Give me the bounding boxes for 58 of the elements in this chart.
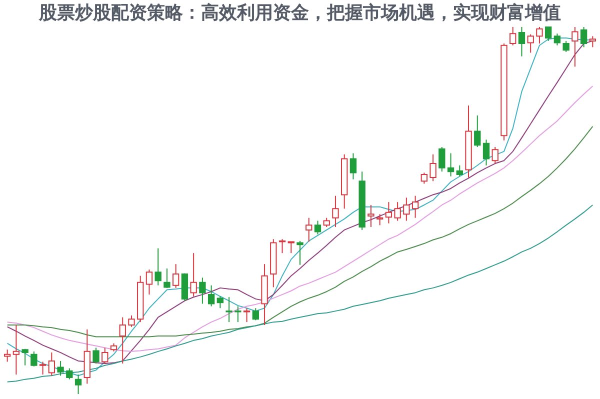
candlestick bbox=[119, 316, 126, 364]
candlestick bbox=[208, 284, 215, 307]
candlestick bbox=[252, 308, 259, 321]
candlestick bbox=[216, 296, 224, 309]
candlestick bbox=[394, 202, 401, 222]
candlestick bbox=[306, 217, 312, 242]
candlestick bbox=[102, 347, 108, 364]
candlestick bbox=[48, 352, 56, 376]
candlestick bbox=[368, 204, 374, 228]
candlestick bbox=[12, 324, 20, 376]
candlestick bbox=[296, 240, 304, 266]
candlestick bbox=[350, 152, 357, 180]
candlestick bbox=[544, 26, 552, 42]
candlestick bbox=[536, 26, 543, 44]
candlestick bbox=[92, 347, 100, 364]
candlestick bbox=[376, 214, 384, 226]
candlestick bbox=[172, 264, 180, 288]
candlestick bbox=[420, 172, 428, 184]
candlestick bbox=[385, 202, 392, 224]
candlestick bbox=[492, 146, 498, 164]
candlestick bbox=[403, 197, 410, 222]
candlestick bbox=[4, 349, 11, 362]
chart-title: 股票炒股配资策略：高效利用资金，把握市场机遇，实现财富增值 bbox=[38, 2, 561, 24]
candlestick bbox=[234, 306, 242, 323]
candlestick bbox=[562, 40, 570, 52]
candlestick bbox=[430, 154, 436, 182]
candlestick bbox=[190, 252, 197, 297]
candlestick bbox=[554, 33, 561, 46]
candlestick bbox=[199, 277, 206, 304]
candlestick bbox=[243, 308, 250, 323]
candlestick bbox=[57, 360, 64, 376]
candlestick bbox=[474, 114, 481, 148]
candlestick bbox=[128, 314, 135, 328]
candlestick bbox=[314, 220, 322, 235]
candlestick bbox=[39, 361, 46, 376]
candlestick bbox=[510, 26, 516, 46]
candlestick bbox=[74, 374, 82, 394]
candlestick bbox=[288, 241, 294, 254]
candlestick bbox=[518, 26, 526, 57]
candlestick bbox=[30, 350, 38, 367]
candlestick bbox=[146, 269, 153, 296]
candlestick bbox=[447, 152, 454, 177]
candlestick bbox=[589, 36, 596, 48]
candlestick bbox=[22, 348, 28, 366]
candlestick bbox=[164, 268, 170, 288]
candlestick bbox=[527, 34, 534, 54]
candlestick bbox=[438, 146, 446, 172]
candlestick bbox=[580, 26, 588, 48]
candlestick bbox=[154, 248, 162, 286]
candlestick bbox=[66, 368, 73, 380]
candlestick bbox=[456, 164, 463, 177]
candlestick bbox=[278, 238, 286, 254]
candlestick bbox=[412, 195, 419, 218]
candlestick bbox=[482, 139, 490, 166]
candlestick bbox=[572, 26, 578, 68]
candlestick bbox=[323, 217, 330, 228]
candlestick bbox=[332, 195, 339, 228]
candlestick bbox=[226, 296, 232, 323]
